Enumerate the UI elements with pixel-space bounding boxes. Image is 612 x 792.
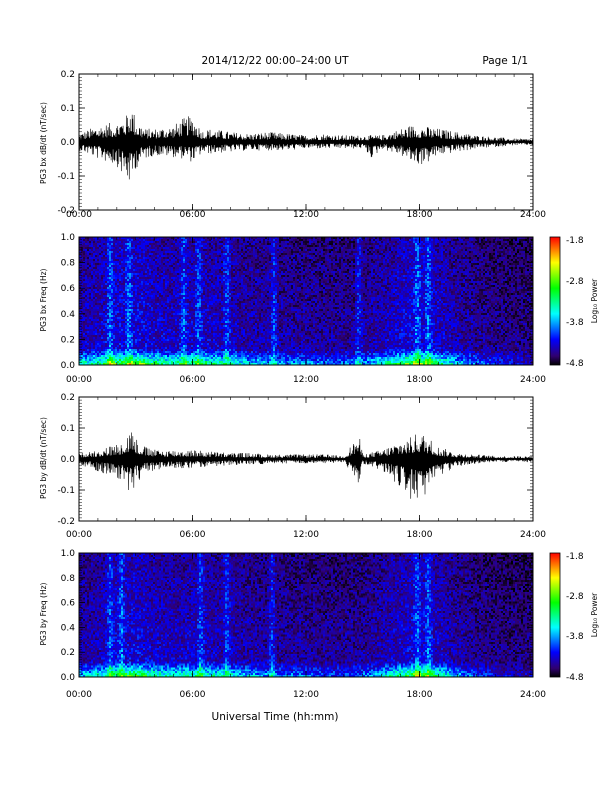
y-tick-label: -0.2 [57, 206, 75, 216]
x-tick-label: 12:00 [293, 210, 319, 220]
by-colorbar-label: Log₁₀ Power [590, 592, 599, 637]
by-spectrogram-frame [78, 552, 534, 678]
by-dbdt-frame [78, 396, 534, 522]
bx-dbdt-panel: PG3 bx dB/dt (nT/sec) 00:00 06:00 12:00 18:… [39, 70, 546, 220]
x-tick-label: 18:00 [407, 690, 433, 700]
x-tick-label: 00:00 [66, 210, 92, 220]
bx-dbdt-ylabel: PG3 bx dB/dt (nT/sec) [39, 102, 48, 184]
x-tick-label: 12:00 [293, 375, 319, 385]
by-freq-ylabel: PG3 by Freq (Hz) [39, 582, 48, 645]
y-tick-label: 0.0 [61, 673, 76, 683]
x-tick-label: 18:00 [407, 210, 433, 220]
spectrogram-raster [79, 237, 533, 365]
x-tick-label: 06:00 [180, 375, 206, 385]
y-tick-label: -0.1 [57, 486, 75, 496]
y-tick-label: 0.0 [61, 361, 76, 371]
x-tick-label: 06:00 [180, 690, 206, 700]
dbdt-trace-path [78, 432, 534, 499]
by-colorbar-tick: -2.8 [566, 592, 584, 602]
by-colorbar-tick: -3.8 [566, 632, 584, 642]
y-tick-label: 0.2 [61, 335, 75, 345]
by-spectrogram [79, 553, 533, 677]
x-tick-label: 24:00 [520, 530, 546, 540]
x-tick-label: 00:00 [66, 690, 92, 700]
by-colorbar-tick: -1.8 [566, 552, 584, 562]
x-axis-title: Universal Time (hh:mm) [212, 711, 339, 723]
by-colorbar: -1.8 -2.8 -3.8 -4.8 Log₁₀ Power [549, 552, 599, 683]
y-tick-label: 0.8 [61, 259, 76, 269]
y-tick-label: 1.0 [61, 549, 76, 559]
y-tick-label: 0.8 [61, 574, 76, 584]
by-freq-ticks: 00:00 06:00 12:00 18:00 24:00 1.0 0.8 0.6 0.4 0.2… [61, 549, 547, 700]
x-tick-label: 00:00 [66, 530, 92, 540]
y-tick-label: 0.1 [61, 104, 75, 114]
bx-colorbar-tick: -4.8 [566, 359, 584, 369]
y-tick-label: 0.1 [61, 424, 75, 434]
y-tick-label: 0.2 [61, 648, 75, 658]
by-colorbar-scale [549, 552, 561, 678]
bx-colorbar-tick: -3.8 [566, 318, 584, 328]
spectrogram-raster [79, 553, 533, 677]
by-colorbar-tick: -4.8 [566, 673, 584, 683]
bx-spectrogram-frame [78, 236, 534, 366]
bx-spectrogram-panel: PG3 bx Freq (Hz) 00:00 06:00 12:00 18:00 24:… [39, 233, 599, 385]
y-tick-label: 0.6 [61, 284, 76, 294]
bx-spectrogram [79, 237, 533, 365]
y-tick-label: 0.6 [61, 599, 76, 609]
x-tick-label: 06:00 [180, 210, 206, 220]
x-tick-label: 18:00 [407, 530, 433, 540]
chart-title: 2014/12/22 00:00–24:00 UT [201, 55, 349, 67]
bx-dbdt-frame [78, 73, 534, 211]
bx-freq-ylabel: PG3 bx Freq (Hz) [39, 268, 48, 331]
page-indicator: Page 1/1 [482, 55, 528, 67]
by-dbdt-panel: PG3 by dB/dt (nT/sec) 00:00 06:00 12:00 18:… [39, 393, 546, 540]
x-tick-label: 24:00 [520, 375, 546, 385]
x-tick-label: 18:00 [407, 375, 433, 385]
y-tick-label: 1.0 [61, 233, 76, 243]
by-dbdt-ylabel: PG3 by dB/dt (nT/sec) [39, 417, 48, 499]
bx-colorbar-tick: -1.8 [566, 236, 584, 246]
bx-colorbar-label: Log₁₀ Power [590, 278, 599, 323]
bx-colorbar-scale [549, 236, 561, 366]
y-tick-label: 0.2 [61, 393, 75, 403]
y-tick-label: 0.4 [61, 623, 76, 633]
dbdt-trace-path [78, 114, 534, 180]
y-tick-label: 0.4 [61, 310, 76, 320]
y-tick-label: 0.2 [61, 70, 75, 80]
y-tick-label: -0.1 [57, 172, 75, 182]
x-tick-label: 12:00 [293, 690, 319, 700]
bx-colorbar-tick: -2.8 [566, 277, 584, 287]
bx-dbdt-trace [78, 114, 534, 180]
x-tick-label: 12:00 [293, 530, 319, 540]
bx-colorbar: -1.8 -2.8 -3.8 -4.8 Log₁₀ Power [549, 236, 599, 369]
y-tick-label: 0.0 [61, 455, 76, 465]
x-tick-label: 24:00 [520, 690, 546, 700]
x-tick-label: 00:00 [66, 375, 92, 385]
y-tick-label: -0.2 [57, 517, 75, 527]
y-tick-label: 0.0 [61, 138, 76, 148]
x-tick-label: 06:00 [180, 530, 206, 540]
by-dbdt-trace [78, 432, 534, 499]
by-spectrogram-panel: PG3 by Freq (Hz) 00:00 06:00 12:00 18:00 24:… [39, 549, 599, 700]
x-tick-label: 24:00 [520, 210, 546, 220]
